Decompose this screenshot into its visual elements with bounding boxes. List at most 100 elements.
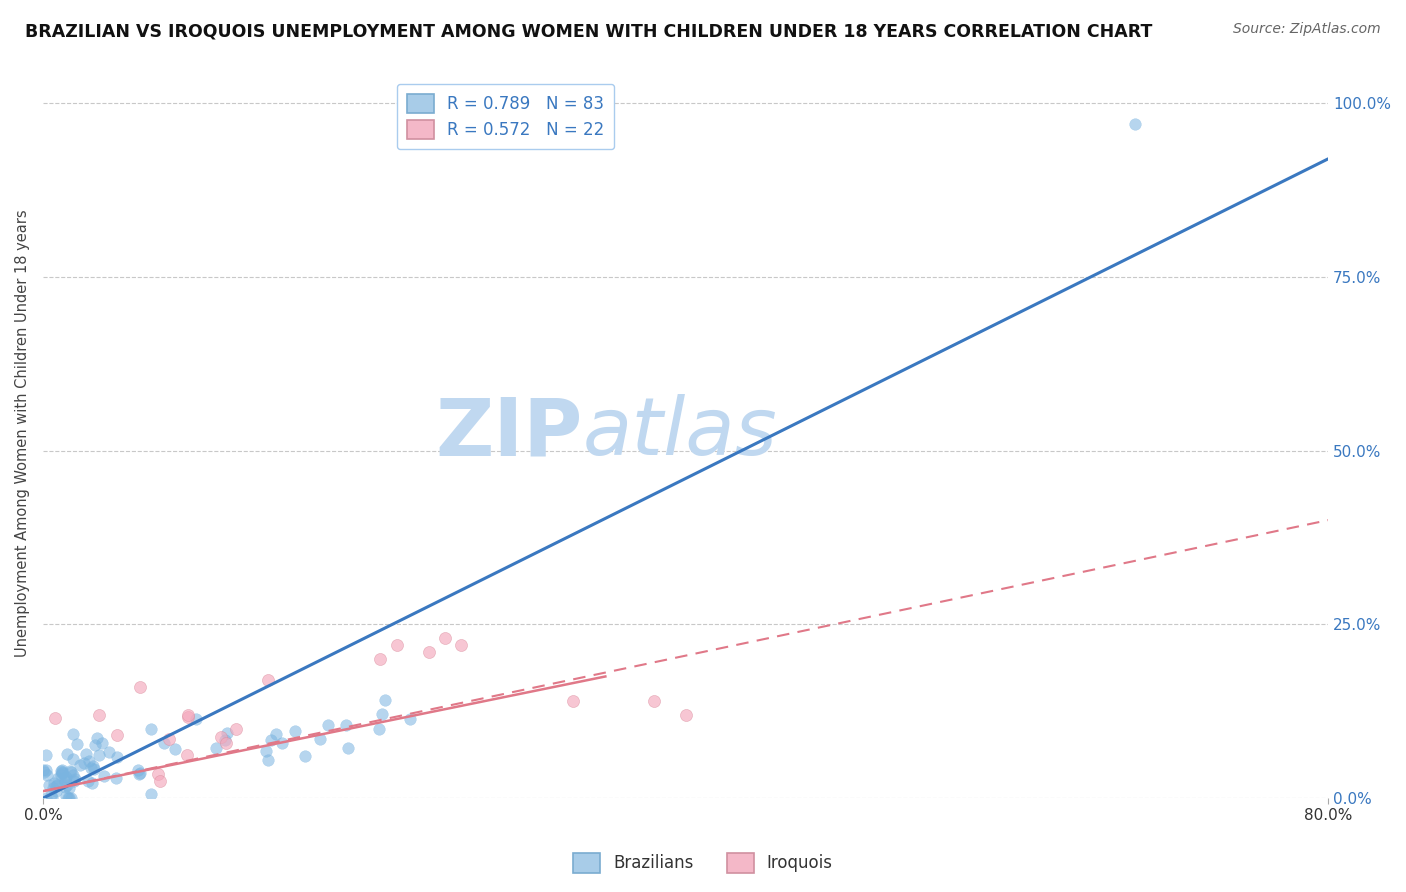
Point [264, 726, 287, 740]
Point [107, 750, 129, 764]
Point [139, 787, 162, 801]
Point [83, 738, 105, 752]
Point [316, 718, 339, 732]
Point [214, 736, 236, 750]
Point [69, 758, 91, 772]
Point [44, 711, 66, 725]
Point [35, 748, 58, 763]
Point [225, 722, 247, 736]
Point [60, 764, 83, 779]
Point [62, 727, 84, 741]
Point [32, 764, 55, 779]
Point [82, 776, 104, 790]
Point [271, 735, 294, 749]
Point [51, 765, 73, 780]
Point [60, 791, 83, 805]
Point [63, 772, 86, 786]
Point [214, 733, 236, 747]
Point [80, 761, 103, 775]
Text: atlas: atlas [583, 394, 778, 472]
Point [209, 731, 232, 745]
Point [87, 747, 110, 762]
Point [450, 638, 472, 652]
Point [87, 708, 110, 723]
Point [35, 767, 58, 781]
Text: Source: ZipAtlas.com: Source: ZipAtlas.com [1233, 22, 1381, 37]
Legend: R = 0.789   N = 83, R = 0.572   N = 22: R = 0.789 N = 83, R = 0.572 N = 22 [396, 84, 614, 149]
Point [66, 737, 89, 751]
Point [42, 781, 65, 796]
Point [105, 728, 128, 742]
Point [139, 723, 162, 737]
Point [215, 726, 238, 740]
Point [105, 771, 128, 785]
Point [204, 741, 226, 756]
Point [562, 694, 585, 708]
Point [46, 771, 69, 785]
Point [1125, 117, 1147, 131]
Point [309, 731, 332, 746]
Point [63, 774, 86, 789]
Point [254, 744, 277, 758]
Point [53, 780, 76, 794]
Point [35, 763, 58, 777]
Point [433, 632, 456, 646]
Point [257, 753, 280, 767]
Point [643, 694, 665, 708]
Point [385, 638, 408, 652]
Point [56, 747, 79, 761]
Point [284, 723, 307, 738]
Point [45, 778, 67, 792]
Point [128, 765, 150, 780]
Point [38, 778, 60, 792]
Point [336, 741, 359, 756]
Point [53, 772, 76, 787]
Point [146, 767, 169, 781]
Point [157, 731, 180, 746]
Point [72, 756, 94, 770]
Point [51, 763, 73, 777]
Legend: Brazilians, Iroquois: Brazilians, Iroquois [567, 847, 839, 880]
Point [77, 754, 100, 768]
Point [93, 768, 115, 782]
Point [45, 783, 67, 797]
Point [49, 768, 72, 782]
Point [374, 693, 396, 707]
Point [186, 712, 208, 726]
Point [257, 673, 280, 687]
Text: BRAZILIAN VS IROQUOIS UNEMPLOYMENT AMONG WOMEN WITH CHILDREN UNDER 18 YEARS CORR: BRAZILIAN VS IROQUOIS UNEMPLOYMENT AMONG… [25, 22, 1153, 40]
Point [177, 707, 200, 722]
Point [62, 768, 84, 782]
Point [91, 736, 114, 750]
Point [128, 767, 150, 781]
Point [42, 775, 65, 789]
Point [260, 732, 283, 747]
Point [41, 791, 63, 805]
Point [35, 791, 58, 805]
Point [152, 735, 174, 749]
Point [371, 707, 394, 722]
Point [128, 680, 150, 694]
Point [51, 765, 73, 780]
Point [45, 779, 67, 793]
Point [32, 763, 55, 777]
Point [59, 764, 82, 778]
Point [97, 745, 120, 759]
Point [294, 748, 316, 763]
Point [335, 718, 357, 732]
Y-axis label: Unemployment Among Women with Children Under 18 years: Unemployment Among Women with Children U… [15, 210, 30, 657]
Point [56, 778, 79, 792]
Point [418, 645, 440, 659]
Point [62, 752, 84, 766]
Point [370, 652, 392, 666]
Point [58, 791, 80, 805]
Point [82, 759, 104, 773]
Point [75, 747, 97, 761]
Point [55, 789, 77, 803]
Point [148, 774, 170, 789]
Point [163, 742, 186, 756]
Point [86, 731, 108, 745]
Point [39, 789, 62, 803]
Point [53, 774, 76, 789]
Text: ZIP: ZIP [436, 394, 583, 472]
